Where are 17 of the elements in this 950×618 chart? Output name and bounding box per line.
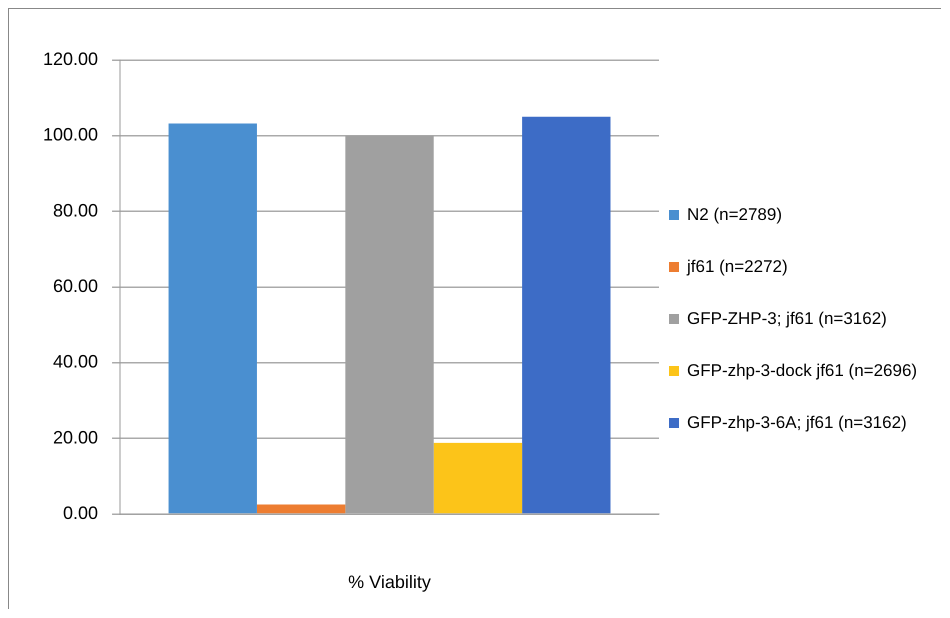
legend-label: GFP-zhp-3-6A; jf61 (n=3162) bbox=[687, 412, 907, 434]
y-tick-label: 100.00 bbox=[42, 124, 98, 145]
y-tick-label: 0.00 bbox=[63, 502, 98, 523]
bar bbox=[522, 116, 610, 514]
y-tick-label: 60.00 bbox=[53, 276, 98, 296]
legend-label: GFP-zhp-3-dock jf61 (n=2696) bbox=[687, 360, 918, 382]
bar bbox=[256, 504, 346, 514]
legend-label: N2 (n=2789) bbox=[687, 204, 782, 226]
legend-label: GFP-ZHP-3; jf61 (n=3162) bbox=[687, 308, 887, 330]
y-tick-label: 120.00 bbox=[42, 48, 98, 69]
y-tick-label: 80.00 bbox=[53, 200, 98, 220]
y-tick-label: 20.00 bbox=[53, 427, 98, 448]
bar bbox=[168, 124, 257, 514]
bar bbox=[434, 442, 522, 514]
legend-label: jf61 (n=2272) bbox=[687, 256, 788, 278]
y-tick-label: 40.00 bbox=[53, 352, 98, 372]
x-axis-title: % Viability bbox=[348, 572, 431, 592]
